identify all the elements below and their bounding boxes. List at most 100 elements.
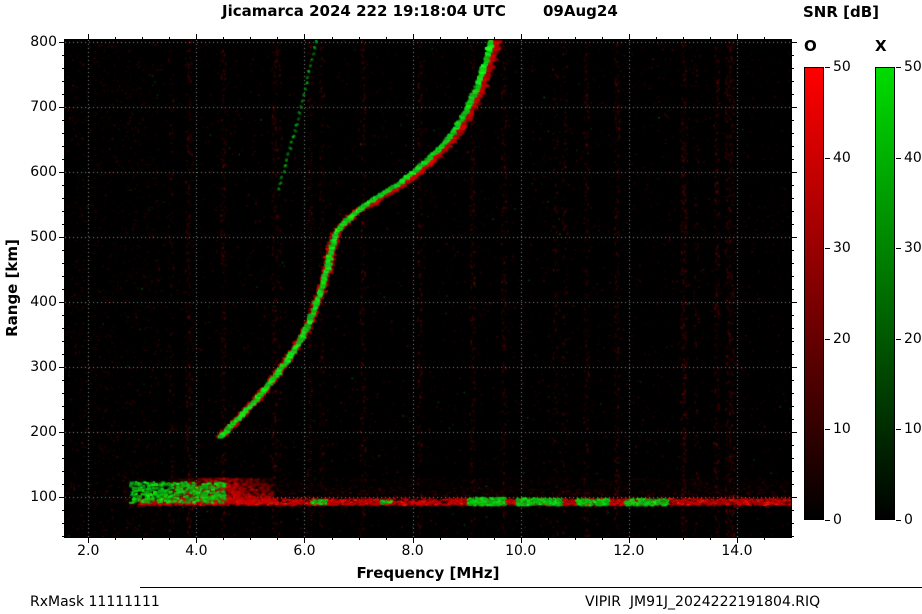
colorbar-tick-label: 30 — [833, 240, 851, 257]
y-minor-tick — [62, 444, 65, 446]
y-minor-tick-right — [791, 275, 794, 277]
colorbar-tick-label: 40 — [833, 149, 851, 166]
y-minor-tick-right — [791, 80, 794, 82]
y-minor-tick — [62, 314, 65, 316]
colorbar-tick — [896, 248, 901, 250]
y-minor-tick — [62, 223, 65, 225]
x-major-tick — [88, 537, 90, 543]
x-tick-label: 2.0 — [77, 543, 100, 559]
colorbar-tick — [825, 248, 830, 250]
colorbar-tick — [896, 338, 901, 340]
y-minor-tick-right — [791, 210, 794, 212]
y-major-tick-right — [791, 431, 797, 433]
y-minor-tick — [62, 132, 65, 134]
y-minor-tick-right — [791, 184, 794, 186]
y-major-tick — [59, 301, 65, 303]
date-label: 09Aug24 — [543, 2, 618, 20]
colorbar-tick-label: 40 — [904, 149, 922, 166]
x-major-tick — [196, 537, 198, 543]
y-minor-tick-right — [791, 67, 794, 69]
colorbar-tick-label: 30 — [904, 240, 922, 257]
y-minor-tick-right — [791, 470, 794, 472]
x-major-tick-top — [196, 34, 198, 40]
x-major-tick-top — [88, 34, 90, 40]
y-tick-label: 800 — [30, 33, 57, 50]
y-minor-tick — [62, 340, 65, 342]
y-minor-tick — [62, 80, 65, 82]
y-minor-tick — [62, 54, 65, 56]
x-minor-tick — [601, 537, 603, 540]
x-minor-tick-top — [439, 37, 441, 40]
x-tick-label: 4.0 — [185, 543, 208, 559]
y-minor-tick — [62, 522, 65, 524]
x-minor-tick — [466, 537, 468, 540]
x-minor-tick-top — [574, 37, 576, 40]
x-major-tick — [736, 537, 738, 543]
colorbar-mode-label-o: O — [804, 37, 817, 55]
colorbar-tick-label: 50 — [904, 59, 922, 75]
colorbar-tick-label: 50 — [833, 59, 851, 75]
y-major-tick — [59, 366, 65, 368]
colorbar-tick-label: 10 — [904, 421, 922, 438]
y-minor-tick-right — [791, 158, 794, 160]
y-minor-tick-right — [791, 483, 794, 485]
y-minor-tick-right — [791, 457, 794, 459]
y-minor-tick — [62, 327, 65, 329]
y-minor-tick-right — [791, 93, 794, 95]
y-minor-tick — [62, 197, 65, 199]
y-minor-tick-right — [791, 119, 794, 121]
y-minor-tick — [62, 379, 65, 381]
x-major-tick-top — [628, 34, 630, 40]
colorbar-tick — [896, 520, 901, 521]
y-minor-tick-right — [791, 535, 794, 537]
y-minor-tick-right — [791, 509, 794, 511]
y-minor-tick — [62, 158, 65, 160]
y-minor-tick-right — [791, 405, 794, 407]
x-minor-tick-top — [223, 37, 225, 40]
y-minor-tick-right — [791, 197, 794, 199]
y-minor-tick-right — [791, 223, 794, 225]
y-minor-tick — [62, 509, 65, 511]
y-major-tick-right — [791, 301, 797, 303]
y-minor-tick — [62, 210, 65, 212]
y-tick-label: 400 — [30, 293, 57, 310]
y-minor-tick — [62, 184, 65, 186]
x-minor-tick — [331, 537, 333, 540]
x-major-tick — [412, 537, 414, 543]
y-minor-tick-right — [791, 353, 794, 355]
y-minor-tick-right — [791, 54, 794, 56]
colorbar-tick-label: 0 — [833, 512, 842, 528]
y-minor-tick — [62, 418, 65, 420]
x-tick-label: 14.0 — [721, 543, 753, 559]
x-minor-tick — [223, 537, 225, 540]
ionogram-canvas — [65, 40, 791, 537]
colorbar-tick — [896, 67, 901, 68]
x-minor-tick — [655, 537, 657, 540]
x-tick-label: 12.0 — [613, 543, 645, 559]
x-minor-tick — [763, 537, 765, 540]
x-minor-tick — [493, 537, 495, 540]
y-minor-tick — [62, 483, 65, 485]
footer-divider — [140, 587, 922, 588]
colorbar-tick-label: 20 — [904, 330, 922, 347]
colorbar-tick — [825, 67, 830, 68]
x-minor-tick — [169, 537, 171, 540]
x-minor-tick-top — [709, 37, 711, 40]
y-minor-tick — [62, 405, 65, 407]
colorbar-tick — [896, 157, 901, 159]
y-major-tick — [59, 171, 65, 173]
y-minor-tick-right — [791, 444, 794, 446]
y-minor-tick-right — [791, 145, 794, 147]
y-minor-tick-right — [791, 132, 794, 134]
y-minor-tick-right — [791, 340, 794, 342]
y-minor-tick — [62, 392, 65, 394]
x-minor-tick-top — [655, 37, 657, 40]
x-minor-tick-top — [493, 37, 495, 40]
x-minor-tick-top — [277, 37, 279, 40]
colorbar-tick — [825, 157, 830, 159]
y-major-tick — [59, 41, 65, 43]
colorbar-mode-label-x: X — [875, 37, 887, 55]
x-minor-tick — [547, 537, 549, 540]
colorbar-tick — [825, 520, 830, 521]
